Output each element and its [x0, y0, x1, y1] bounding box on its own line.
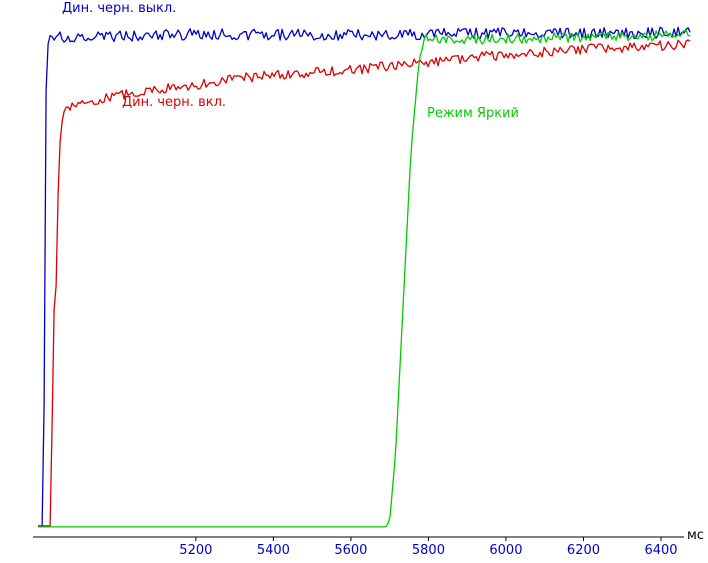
x-axis-tick-label: 6400 [644, 543, 677, 558]
x-axis-tick-label: 5400 [257, 543, 290, 558]
series-label-rezhim-yarkiy: Режим Яркий [427, 106, 519, 121]
series-label-din-chern-vkl: Дин. черн. вкл. [122, 95, 227, 110]
x-axis-tick-label: 5600 [334, 543, 367, 558]
series-line-0 [38, 26, 691, 527]
x-axis-unit-label: мс [687, 528, 704, 543]
x-axis-tick-label: 5200 [179, 543, 212, 558]
x-axis-tick-label: 5800 [412, 543, 445, 558]
series-line-2 [38, 29, 691, 528]
series-line-1 [38, 39, 691, 527]
x-axis-tick-label: 6200 [567, 543, 600, 558]
x-axis-tick-label: 6000 [489, 543, 522, 558]
series-label-din-chern-vykl: Дин. черн. выкл. [62, 1, 177, 16]
